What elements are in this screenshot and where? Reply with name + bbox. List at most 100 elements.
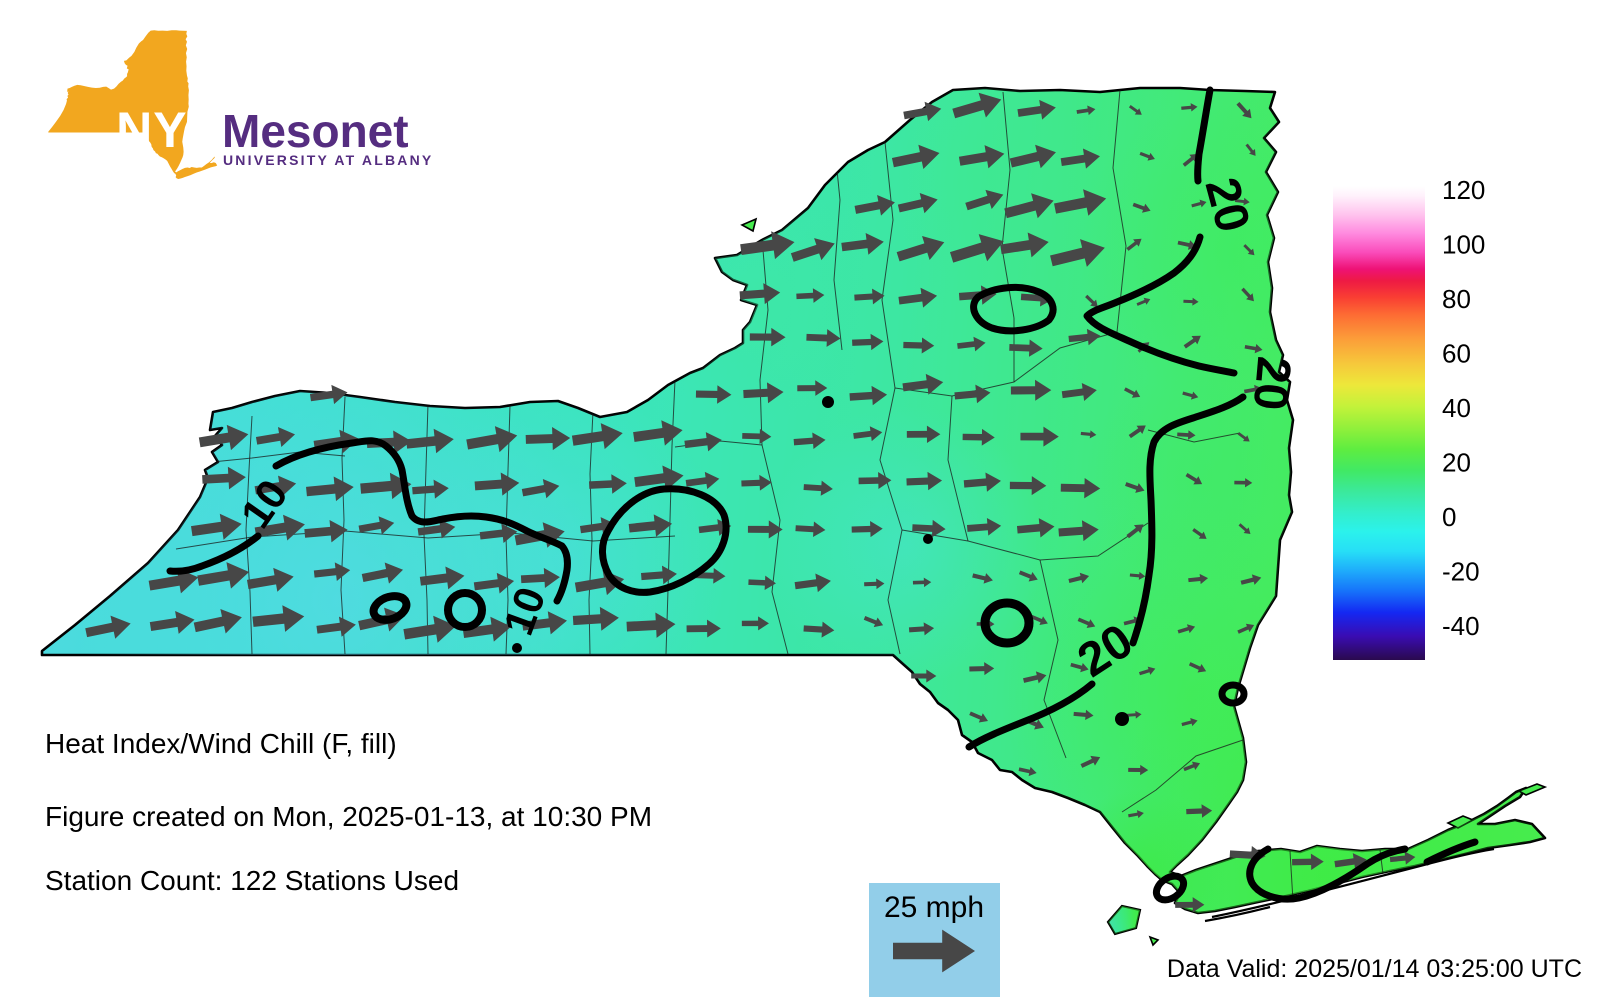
wind-arrow-icon — [1017, 99, 1056, 120]
colorbar-tick-label: -40 — [1442, 611, 1480, 641]
county-border-line — [211, 451, 346, 463]
county-border-line — [947, 395, 969, 542]
wind-arrow-icon — [952, 92, 1002, 119]
wind-arrow-icon — [1237, 623, 1255, 634]
small-island-shape — [1517, 783, 1548, 796]
wind-arrows-layer — [85, 92, 1416, 913]
wind-arrow-icon — [1177, 430, 1196, 440]
contour-ring — [444, 589, 486, 631]
wind-arrow-icon — [858, 472, 892, 490]
wind-arrow-icon — [1177, 240, 1197, 250]
wind-arrow-icon — [406, 428, 454, 454]
fill-shading-spot — [880, 88, 1100, 285]
wind-arrow-icon — [1138, 666, 1156, 676]
wind-arrow-icon — [1080, 755, 1101, 768]
wind-arrow-icon — [1054, 189, 1107, 216]
wind-arrow-icon — [254, 514, 305, 541]
colorbar-tick-label: 20 — [1442, 448, 1471, 478]
wind-arrow-icon — [479, 523, 518, 543]
wind-arrow-icon — [1068, 328, 1101, 346]
county-border-line — [1112, 89, 1127, 333]
wind-arrow-icon — [740, 231, 795, 260]
wind-arrow-icon — [1060, 148, 1100, 169]
colorbar-tick-label: 60 — [1442, 339, 1471, 369]
wind-arrow-icon — [966, 518, 1002, 536]
contour-line — [1246, 845, 1409, 903]
wind-arrow-icon — [1192, 528, 1207, 539]
wind-arrow-icon — [684, 432, 722, 452]
colorbar: 120 100 80 60 40 20 0 -20 -40 — [1333, 175, 1485, 660]
wind-arrow-icon — [254, 475, 297, 497]
county-border-line — [759, 237, 769, 446]
reference-arrow-icon — [893, 929, 975, 973]
wind-arrow-icon — [361, 562, 404, 584]
small-island-shape — [740, 217, 758, 233]
wind-arrow-icon — [641, 565, 677, 585]
wind-arrow-icon — [1128, 425, 1146, 439]
wind-arrow-icon — [742, 428, 772, 444]
wind-arrow-icon — [306, 476, 354, 502]
wind-arrow-icon — [803, 621, 835, 638]
contour-dot — [1115, 712, 1129, 726]
wind-arrow-icon — [1181, 718, 1198, 727]
wind-arrow-icon — [906, 425, 941, 444]
wind-arrow-icon — [193, 609, 242, 634]
wind-arrow-icon — [1023, 671, 1047, 684]
wind-arrow-icon — [1000, 232, 1049, 258]
small-island-shape — [1148, 935, 1160, 947]
wind-arrow-icon — [572, 606, 619, 631]
wind-arrow-icon — [1009, 339, 1043, 357]
wind-arrow-icon — [896, 236, 945, 262]
created-caption: Figure created on Mon, 2025-01-13, at 10… — [45, 801, 652, 832]
wind-arrow-icon — [1191, 199, 1207, 208]
wind-arrow-icon — [628, 514, 673, 537]
legend-speed-label: 25 mph — [884, 891, 984, 924]
wind-arrow-icon — [969, 711, 988, 723]
wind-arrow-icon — [1004, 193, 1054, 219]
wind-arrow-icon — [419, 566, 465, 590]
wind-arrow-icon — [149, 610, 195, 634]
wind-arrow-icon — [1234, 197, 1250, 206]
wind-arrow-icon — [739, 283, 781, 305]
county-border-line — [881, 141, 896, 389]
wind-arrow-icon — [903, 101, 942, 122]
wind-arrow-icon — [852, 333, 884, 351]
reference-arrow-glyph — [893, 929, 975, 973]
wind-arrow-icon — [521, 479, 560, 499]
wind-arrow-icon — [854, 288, 885, 305]
contour-line — [166, 532, 262, 575]
wind-arrow-icon — [749, 327, 786, 347]
wind-arrow-icon — [634, 465, 684, 491]
product-title: Heat Index/Wind Chill (F, fill) — [45, 728, 397, 759]
wind-arrow-icon — [1243, 244, 1255, 256]
wind-arrow-icon — [958, 145, 1005, 169]
wind-arrow-icon — [1128, 764, 1149, 776]
wind-arrow-icon — [1060, 477, 1101, 499]
wind-arrow-icon — [1070, 662, 1089, 673]
contour-line — [599, 485, 730, 596]
wind-arrow-icon — [863, 616, 884, 628]
wind-arrow-icon — [1076, 105, 1096, 116]
wind-arrow-icon — [741, 474, 772, 491]
wind-arrow-icon — [1244, 344, 1263, 354]
wind-arrow-icon — [1050, 239, 1105, 267]
wind-arrow-icon — [197, 562, 250, 589]
wind-arrow-icon — [957, 336, 986, 352]
colorbar-tick-label: 120 — [1442, 175, 1485, 205]
wind-arrow-icon — [911, 669, 937, 683]
wind-arrow-icon — [912, 577, 932, 588]
station-count-caption: Station Count: 122 Stations Used — [45, 865, 459, 896]
wind-arrow-icon — [1010, 379, 1052, 401]
county-border-line — [665, 379, 676, 655]
logo-org-text: NYS — [116, 102, 222, 158]
wind-arrow-icon — [841, 232, 884, 255]
logo-name-text: Mesonet — [222, 105, 409, 157]
county-border-line — [245, 415, 253, 655]
wind-arrow-icon — [1128, 810, 1144, 819]
wind-arrow-icon — [417, 519, 456, 539]
wind-arrow-icon — [1175, 897, 1205, 913]
colorbar-tick-label: -20 — [1442, 557, 1480, 587]
wind-arrow-icon — [908, 622, 935, 636]
barrier-island-line — [1204, 905, 1271, 923]
